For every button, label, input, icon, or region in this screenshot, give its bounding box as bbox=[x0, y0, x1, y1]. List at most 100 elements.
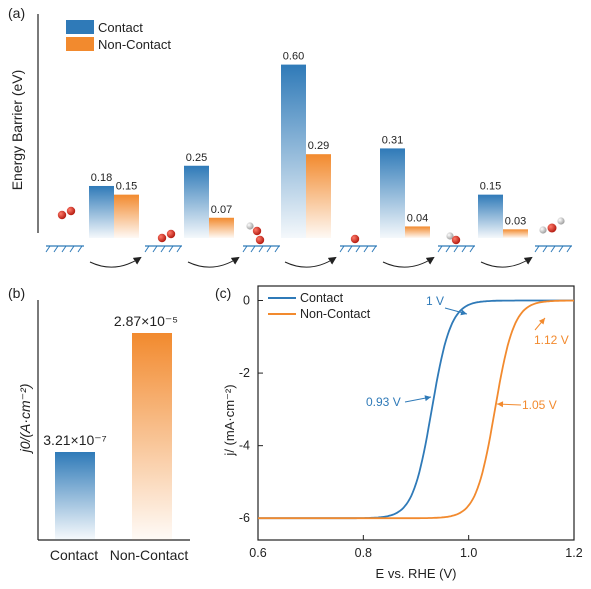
reaction-arrow-5 bbox=[480, 256, 533, 268]
panel-a-ylabel: Energy Barrier (eV) bbox=[9, 70, 25, 191]
surface-hatch bbox=[558, 245, 564, 253]
value-label-non-contact-step-1: 0.15 bbox=[116, 181, 137, 193]
o2-adsorbed-molecule-icon bbox=[157, 229, 176, 243]
value-label-j0-non-contact: 2.87×10⁻⁵ bbox=[114, 313, 178, 329]
panel-b: (b) j0/(A·cm⁻²) 3.21×10⁻⁷ 2.87×10⁻⁵ Conta… bbox=[8, 285, 190, 563]
surface-hatch bbox=[355, 245, 361, 253]
surface-hatch bbox=[445, 245, 451, 253]
surface-hatch bbox=[152, 245, 158, 253]
surface-hatch bbox=[566, 245, 572, 253]
surface-hatch bbox=[363, 245, 369, 253]
value-label-non-contact-step-4: 0.04 bbox=[407, 212, 428, 224]
surface-hatch bbox=[160, 245, 166, 253]
reaction-arrow-3 bbox=[284, 256, 337, 268]
bar-contact-step-2 bbox=[184, 165, 209, 238]
surface-hatch bbox=[61, 245, 67, 253]
surface-hatch bbox=[176, 245, 182, 253]
x-tick-label: 0.8 bbox=[355, 546, 372, 560]
surface-hatch bbox=[250, 245, 256, 253]
panel-c-annotations: 1 V 0.93 V 1.12 V 1.05 V bbox=[366, 294, 569, 412]
legend-label-contact: Contact bbox=[98, 20, 143, 35]
x-tick-label: 1.0 bbox=[460, 546, 477, 560]
bar-non-contact-step-1 bbox=[114, 194, 139, 238]
surface-hatch bbox=[534, 245, 540, 253]
bar-non-contact-step-3 bbox=[306, 154, 331, 238]
surface-hatch bbox=[542, 245, 548, 253]
panel-c-plot-frame bbox=[257, 285, 575, 541]
legend-swatch-contact bbox=[66, 20, 94, 34]
panel-c-label: (c) bbox=[215, 285, 231, 301]
surface-hatch bbox=[371, 245, 377, 253]
panel-a-bars bbox=[89, 64, 528, 238]
bar-j0-non-contact bbox=[132, 333, 172, 540]
bar-contact-step-5 bbox=[478, 194, 503, 238]
legend-c-label-contact: Contact bbox=[300, 291, 344, 305]
panel-b-bars bbox=[55, 333, 172, 540]
surface-hatch bbox=[45, 245, 51, 253]
panel-a-value-labels: 0.18 0.25 0.60 0.31 0.15 0.15 0.07 0.29 0.04 0.03 bbox=[91, 51, 526, 228]
y-tick-label: -2 bbox=[239, 366, 250, 380]
bar-contact-step-1 bbox=[89, 185, 114, 238]
legend-swatch-non-contact bbox=[66, 37, 94, 51]
panel-b-value-labels: 3.21×10⁻⁷ 2.87×10⁻⁵ bbox=[43, 313, 178, 448]
value-label-j0-contact: 3.21×10⁻⁷ bbox=[43, 432, 106, 448]
bar-contact-step-4 bbox=[380, 148, 405, 238]
legend-c-label-non-contact: Non-Contact bbox=[300, 307, 371, 321]
surface-hatch bbox=[469, 245, 475, 253]
value-label-non-contact-step-5: 0.03 bbox=[505, 215, 526, 227]
annotation-arrow-head bbox=[497, 401, 504, 408]
panel-a-label: (a) bbox=[8, 5, 25, 21]
annotation-arrow-head bbox=[538, 318, 545, 325]
surface-hatch bbox=[168, 245, 174, 253]
annotation-1.12-V: 1.12 V bbox=[534, 333, 569, 347]
panel-a-molecules bbox=[57, 206, 565, 245]
panel-b-label: (b) bbox=[8, 285, 25, 301]
y-tick-label: -6 bbox=[239, 511, 250, 525]
value-label-contact-step-3: 0.60 bbox=[283, 51, 304, 63]
h2o-molecule-icon bbox=[539, 217, 565, 234]
panel-c-xlabel: E vs. RHE (V) bbox=[376, 566, 457, 581]
value-label-non-contact-step-2: 0.07 bbox=[211, 204, 232, 216]
curve-non-contact bbox=[258, 299, 574, 520]
annotation-1-V: 1 V bbox=[426, 294, 444, 308]
reaction-arrow-2 bbox=[187, 256, 240, 268]
surface-hatch bbox=[144, 245, 150, 253]
panel-a-legend: Contact Non-Contact bbox=[66, 20, 171, 52]
surface-hatch bbox=[53, 245, 59, 253]
panel-a-reaction-arrows bbox=[89, 256, 533, 268]
surface-hatch bbox=[453, 245, 459, 253]
value-label-contact-step-2: 0.25 bbox=[186, 152, 207, 164]
panel-c-legend: Contact Non-Contact bbox=[268, 291, 371, 321]
reaction-arrow-1 bbox=[89, 256, 142, 268]
annotation-0.93-V: 0.93 V bbox=[366, 395, 401, 409]
y-tick-label: 0 bbox=[243, 294, 250, 308]
oh-molecule-icon bbox=[446, 232, 461, 245]
surface-hatch bbox=[339, 245, 345, 253]
surface-hatch bbox=[274, 245, 280, 253]
ooh-molecule-icon bbox=[246, 222, 265, 245]
bar-contact-step-3 bbox=[281, 64, 306, 238]
surface-hatch bbox=[69, 245, 75, 253]
y-tick-label: -4 bbox=[239, 439, 250, 453]
panel-b-tick-contact: Contact bbox=[50, 547, 98, 563]
x-tick-label: 0.6 bbox=[249, 546, 266, 560]
o-atom-icon bbox=[350, 234, 360, 244]
o2-molecule-icon bbox=[57, 206, 76, 220]
value-label-non-contact-step-3: 0.29 bbox=[308, 140, 329, 152]
surface-hatch bbox=[77, 245, 83, 253]
bar-non-contact-step-5 bbox=[503, 229, 528, 238]
value-label-contact-step-4: 0.31 bbox=[382, 134, 403, 146]
bar-j0-contact bbox=[55, 452, 95, 540]
bar-non-contact-step-2 bbox=[209, 217, 234, 238]
panel-c-lines bbox=[258, 299, 574, 520]
surface-hatch bbox=[550, 245, 556, 253]
reaction-arrow-4 bbox=[382, 256, 435, 268]
surface-hatch bbox=[347, 245, 353, 253]
surface-hatch bbox=[461, 245, 467, 253]
annotation-arrow-head bbox=[424, 395, 431, 402]
panel-c: (c) j/ (mA·cm⁻²) 0.6 0.8 1.0 1.2 0 -2 -4 -6 1 V… bbox=[215, 285, 583, 581]
bar-non-contact-step-4 bbox=[405, 226, 430, 238]
annotation-1.05-V: 1.05 V bbox=[522, 398, 557, 412]
panel-c-ylabel: j/ (mA·cm⁻²) bbox=[222, 384, 237, 456]
